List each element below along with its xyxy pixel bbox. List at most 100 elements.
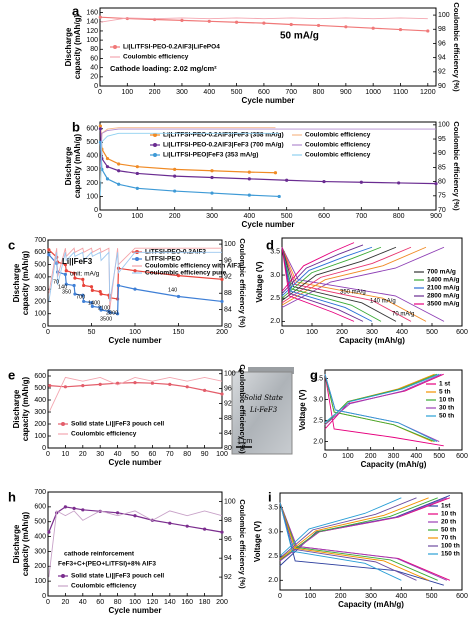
y-axis-label: Discharge [64, 146, 73, 185]
x-tick-label: 100 [306, 329, 318, 336]
x-tick-label: 200 [365, 453, 377, 460]
y-tick-label: 160 [86, 9, 98, 16]
legend-label: 50 th [441, 527, 456, 534]
data-point [203, 527, 207, 531]
y-tick-label: 140 [86, 19, 98, 26]
x-tick-label: 100 [129, 329, 141, 336]
y-axis-label: capacity (mAh/g) [73, 133, 82, 198]
x-tick-label: 200 [169, 213, 181, 220]
y-tick-label: 100 [86, 193, 98, 200]
series-line [48, 510, 223, 578]
x-tick-label: 400 [395, 593, 407, 600]
data-point [135, 186, 139, 190]
data-point [220, 299, 224, 304]
y2-tick-label: 80 [438, 178, 446, 185]
legend-marker [135, 257, 139, 261]
data-point [98, 127, 102, 131]
data-point [64, 269, 68, 273]
chart-panel: g 0 100 200 300 400 500 600 2.0 2.5 3.0 3.5 Capacity… [298, 367, 468, 469]
chart-panel: b 0 100 200 300 400 500 600 700 800 900 0 100 200 300 4… [64, 119, 461, 229]
x-tick-label: 500 [281, 213, 293, 220]
y-tick-label: 0 [94, 207, 98, 214]
legend-label: 20 th [441, 519, 456, 526]
x-tick-label: 600 [456, 453, 468, 460]
data-point [207, 19, 211, 23]
data-point [371, 26, 375, 30]
x-tick-label: 20 [62, 599, 70, 606]
x-tick-label: 800 [393, 213, 405, 220]
scale-label: 1 cm [237, 438, 252, 445]
data-point [359, 180, 363, 184]
y2-axis-label: Coulombic efficiency (%) [238, 238, 247, 328]
data-point [81, 384, 85, 388]
data-point [47, 248, 51, 252]
annotation: 140 [58, 284, 67, 290]
data-point [73, 292, 77, 296]
legend-marker [153, 143, 157, 147]
y2-tick-label: 85 [438, 164, 446, 171]
data-point [247, 170, 251, 174]
y-tick-label: 0 [42, 323, 46, 330]
y2-axis-label: Coulombic efficiency (%) [238, 499, 247, 589]
x-tick-label: 40 [79, 599, 87, 606]
y2-tick-label: 96 [224, 536, 232, 543]
series-line [324, 373, 440, 442]
y2-tick-label: 92 [438, 69, 446, 76]
legend-label: 100 th [441, 543, 460, 550]
x-tick-label: 800 [313, 89, 325, 96]
x-tick-label: 20 [79, 451, 87, 458]
pouch-cell [231, 371, 293, 455]
legend-label: Coulombic efficiency pure [145, 270, 227, 277]
chart-panel: c 0 50 100 150 200 0 100 200 300 400 500 600 700 80 84 8… [8, 237, 247, 345]
y2-tick-label: 96 [224, 257, 232, 264]
series-line [49, 376, 223, 412]
annotation: 140 [168, 287, 177, 293]
y-tick-label: 2.5 [270, 295, 280, 302]
x-tick-label: 140 [164, 599, 176, 606]
data-point [210, 191, 214, 195]
series-line [281, 242, 355, 322]
data-point [210, 175, 214, 180]
y-tick-label: 3.5 [270, 249, 280, 256]
data-point [82, 283, 86, 288]
legend-label: 1st [441, 503, 451, 510]
y-tick-label: 200 [34, 421, 46, 428]
data-point [116, 511, 120, 515]
data-point [220, 530, 224, 534]
data-point [63, 272, 67, 276]
y-tick-label: 3.5 [268, 504, 278, 511]
x-tick-label: 400 [396, 329, 408, 336]
y-tick-label: 20 [90, 74, 98, 81]
y-tick-label: 400 [34, 274, 46, 281]
legend-label: Solid state Li||FeF3 pouch cell [71, 573, 164, 580]
y2-tick-label: 98 [438, 26, 446, 33]
series-line [281, 246, 445, 322]
x-tick-label: 300 [366, 329, 378, 336]
data-point [344, 25, 348, 29]
y2-tick-label: 100 [438, 122, 450, 129]
x-tick-label: 0 [278, 593, 282, 600]
data-point [64, 282, 68, 286]
x-tick-label: 0 [280, 329, 284, 336]
data-point [285, 178, 289, 182]
legend-label: 2100 mA/g [427, 285, 460, 292]
legend-marker [61, 422, 65, 426]
x-tick-label: 100 [342, 453, 354, 460]
y-axis-label: capacity (mAh/g) [21, 250, 30, 315]
y2-tick-label: 80 [224, 445, 232, 452]
x-tick-label: 300 [365, 593, 377, 600]
annotation: 350 [62, 289, 71, 295]
data-point [168, 382, 172, 386]
y-tick-label: 120 [86, 28, 98, 35]
x-tick-label: 0 [46, 329, 50, 336]
legend-label: Coulombic efficiency with AlF3 [145, 263, 241, 270]
y2-tick-label: 92 [224, 274, 232, 281]
data-point [289, 22, 293, 27]
annotation: 3500 [100, 316, 112, 322]
x-tick-label: 500 [426, 593, 438, 600]
x-tick-label: 700 [355, 213, 367, 220]
legend-label: 10 th [441, 511, 456, 518]
data-point [203, 388, 207, 392]
data-point [133, 514, 137, 518]
